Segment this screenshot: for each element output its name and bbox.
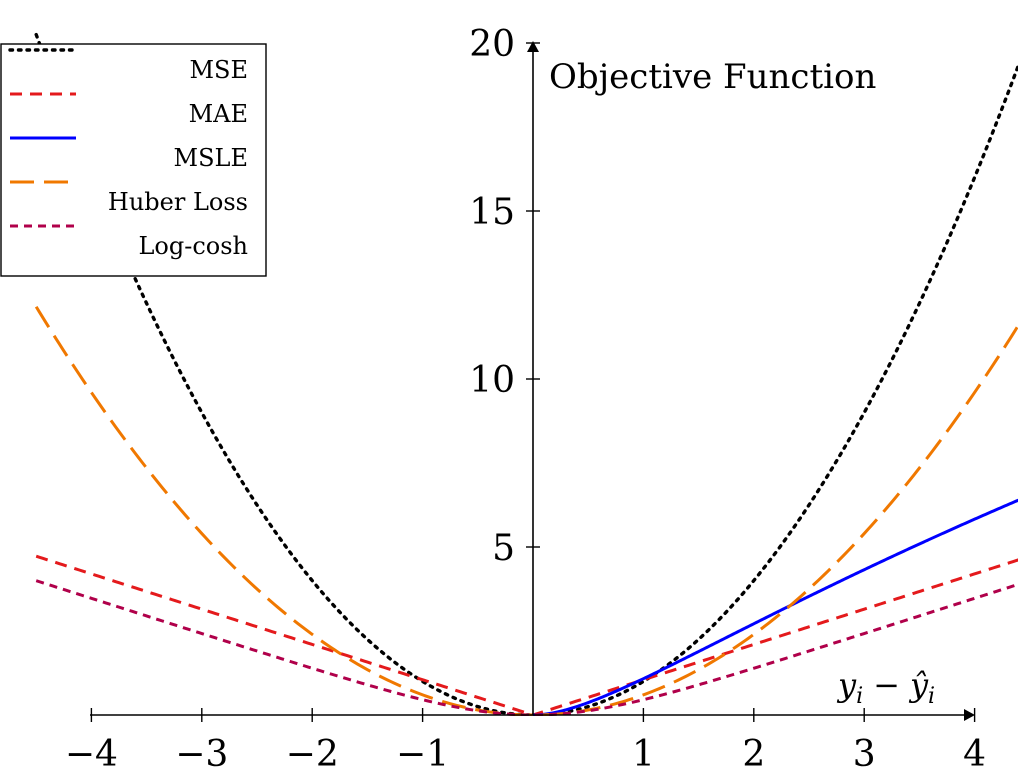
x-tick-label: 4 xyxy=(963,734,986,775)
x-tick-label: 1 xyxy=(632,734,655,775)
legend-label: MSE xyxy=(189,56,248,84)
x-axis-label: yi − ŷi xyxy=(836,666,935,709)
x-tick-label: −1 xyxy=(396,734,449,775)
legend-box xyxy=(0,43,267,277)
y-tick-label: 15 xyxy=(469,192,515,233)
x-tick-label: −2 xyxy=(286,734,339,775)
legend-label: Log-cosh xyxy=(138,232,248,260)
y-ticks: 5 10 15 20 xyxy=(469,24,540,569)
x-tick-label: −3 xyxy=(175,734,228,775)
x-tick-label: 3 xyxy=(853,734,876,775)
legend: MSE MAE MSLE Huber Loss Log-cosh xyxy=(0,43,267,277)
y-tick-label: 10 xyxy=(469,360,515,401)
series-line-mse xyxy=(34,32,1018,716)
series-line-huber-loss xyxy=(34,305,1018,716)
y-tick-label: 5 xyxy=(492,528,515,569)
legend-label: Huber Loss xyxy=(108,188,248,216)
x-tick-label: −4 xyxy=(65,734,118,775)
series-line-msle xyxy=(532,498,1018,716)
legend-label: MAE xyxy=(189,100,248,128)
y-tick-label: 20 xyxy=(469,24,515,65)
series-line-log-cosh xyxy=(35,579,1018,716)
x-axis-arrow xyxy=(964,709,975,721)
y-axis-arrow xyxy=(527,41,539,52)
x-tick-label: 2 xyxy=(742,734,765,775)
x-ticks: −4 −3 −2 −1 1 2 3 4 xyxy=(65,708,986,775)
chart-title: Objective Function xyxy=(549,57,876,97)
legend-label: MSLE xyxy=(174,144,248,172)
series-line-mae xyxy=(35,554,1018,716)
